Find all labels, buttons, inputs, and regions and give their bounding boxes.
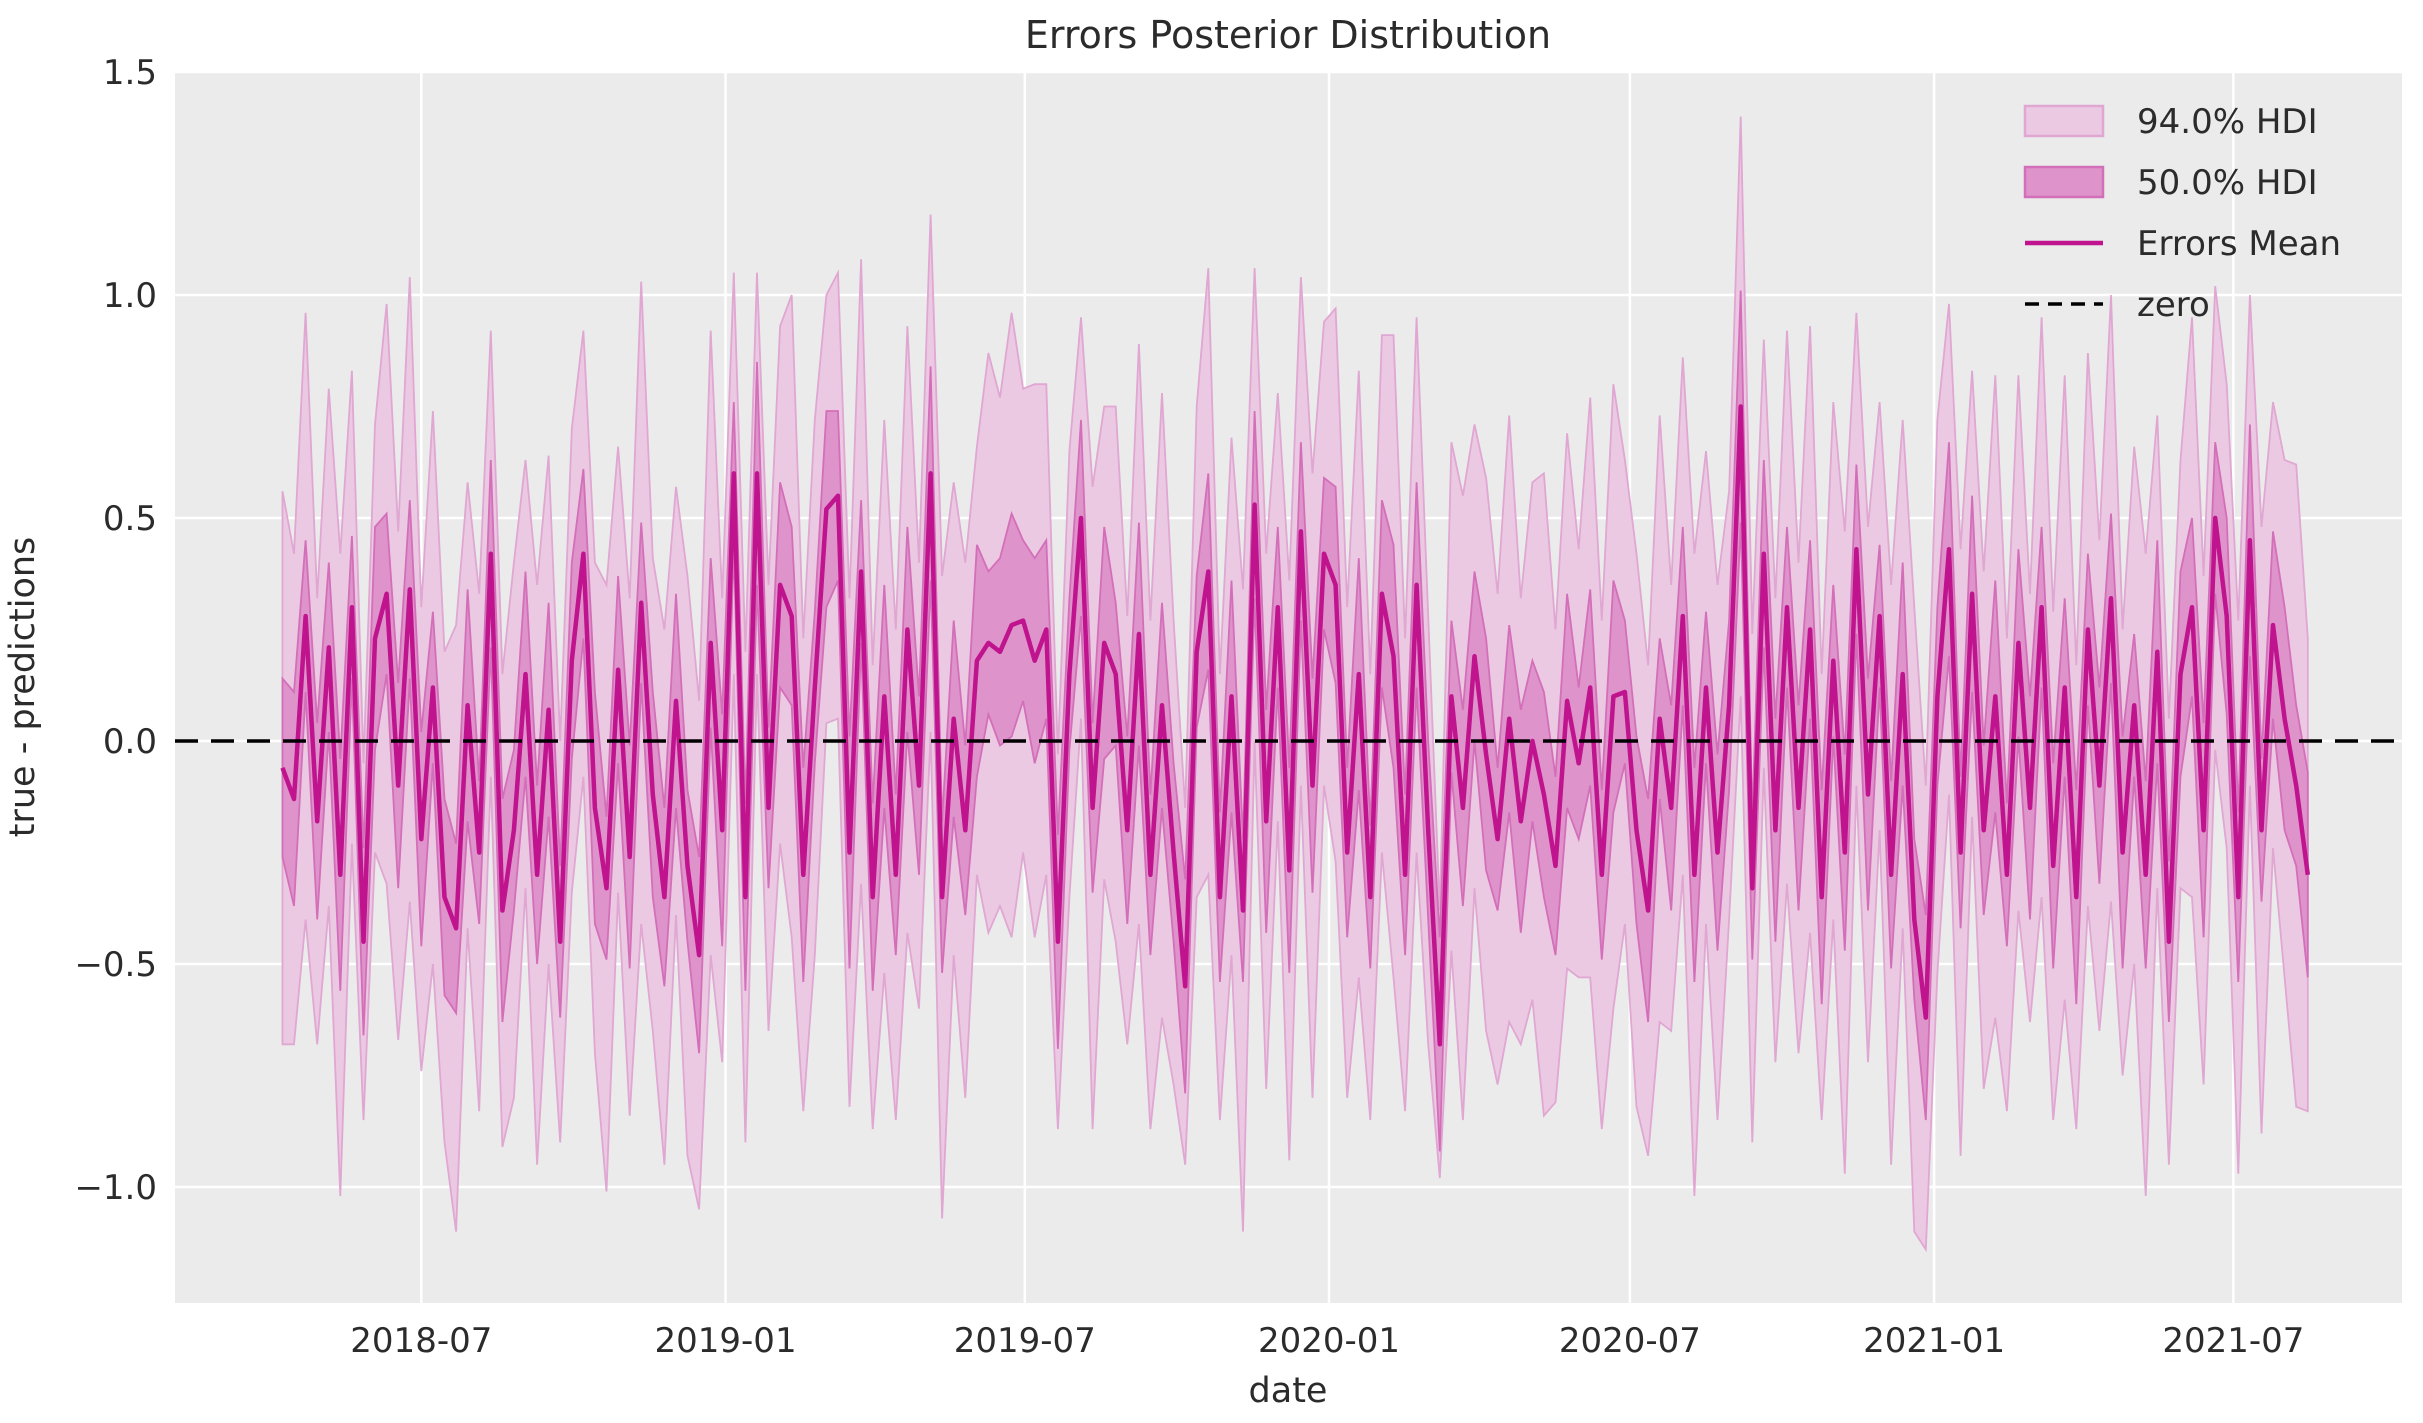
y-tick-label: 1.5: [103, 53, 157, 93]
y-tick-label: 1.0: [103, 276, 157, 316]
legend-swatch-50-hdi: [2023, 165, 2105, 199]
y-axis-label: true - predictions: [3, 537, 43, 838]
y-tick-label: 0.5: [103, 499, 157, 539]
y-tick-label: 0.0: [103, 722, 157, 762]
x-tick-label: 2019-01: [655, 1321, 797, 1361]
chart-title: Errors Posterior Distribution: [1025, 13, 1551, 57]
x-tick-label: 2021-07: [2162, 1321, 2304, 1361]
errors-mean-line: [280, 404, 2311, 1047]
x-axis-label: date: [1249, 1371, 1328, 1411]
legend-label-50-hdi: 50.0% HDI: [2137, 163, 2318, 203]
x-tick-label: 2019-07: [954, 1321, 1096, 1361]
y-tick-label: −1.0: [74, 1168, 157, 1208]
x-tick-label: 2018-07: [350, 1321, 492, 1361]
legend-label-errors-mean: Errors Mean: [2137, 224, 2341, 264]
x-tick-label: 2020-01: [1258, 1321, 1400, 1361]
legend-label-94-hdi: 94.0% HDI: [2137, 102, 2318, 142]
y-tick-label: −0.5: [74, 945, 157, 985]
legend-swatch-94-hdi: [2023, 104, 2105, 138]
legend-label-zero: zero: [2137, 285, 2210, 325]
x-tick-label: 2020-07: [1559, 1321, 1701, 1361]
plot-layers: 1.5 1.0 0.5 0.0 −0.5 −1.0 2018-07 2019-01 2019-0…: [74, 53, 2402, 1361]
x-tick-label: 2021-01: [1863, 1321, 2005, 1361]
